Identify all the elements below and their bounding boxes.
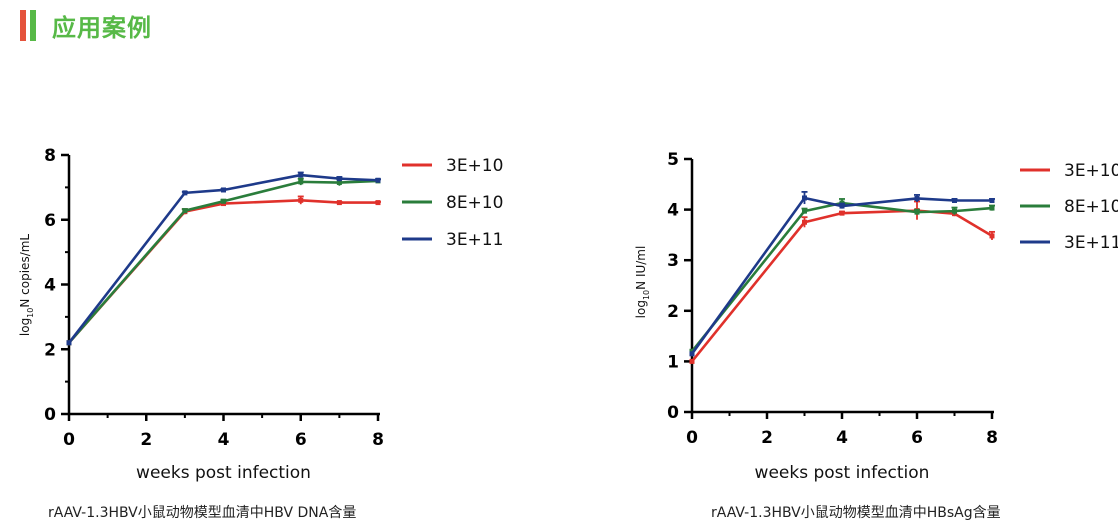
legend-label: 3E+11	[1064, 233, 1118, 253]
series-line-3E+11	[690, 196, 992, 355]
chart-0: 0 2 4 6 8 0 2 4 6 8 weeks post infection log10N cop…	[18, 146, 503, 483]
legend-label: 3E+11	[446, 230, 503, 250]
series-line-3E+10	[68, 199, 378, 344]
data-point	[989, 205, 995, 211]
y-tick-label: 4	[667, 201, 679, 221]
x-axis-label: weeks post infection	[755, 463, 930, 483]
x-tick-label: 2	[761, 428, 773, 448]
data-point	[298, 197, 304, 203]
data-point	[914, 195, 920, 201]
data-point	[689, 348, 695, 354]
data-point	[914, 209, 920, 215]
x-tick-label: 8	[372, 430, 384, 450]
x-tick-label: 4	[836, 428, 848, 448]
x-tick-label: 2	[140, 430, 152, 450]
data-point	[839, 203, 845, 209]
data-point	[989, 233, 995, 239]
legend-label: 8E+10	[446, 193, 503, 213]
legend-label: 3E+10	[1064, 161, 1118, 181]
data-point	[839, 210, 845, 216]
chart-1: 0 2 4 6 8 0 1 2 3 4 5 weeks post infection log10N IU…	[634, 150, 1118, 483]
series-line-8E+10	[68, 179, 379, 344]
y-axis-label: log10N IU/ml	[634, 246, 651, 319]
y-tick-label: 1	[667, 352, 679, 372]
data-point	[298, 172, 304, 178]
y-axis-label: log10N copies/mL	[18, 234, 35, 337]
x-axis-label: weeks post infection	[136, 463, 311, 483]
y-tick-label: 2	[44, 340, 56, 360]
y-axis-label-sub: 10	[642, 290, 651, 300]
data-point	[221, 187, 226, 193]
data-point	[336, 180, 342, 186]
y-axis-label-log: log	[634, 300, 648, 318]
x-tick-label: 8	[986, 428, 998, 448]
y-tick-label: 4	[44, 276, 56, 296]
data-point	[802, 195, 807, 201]
data-point	[375, 177, 381, 183]
data-point	[802, 208, 807, 214]
x-tick-label: 6	[911, 428, 923, 448]
y-axis-label-unit: N IU/ml	[634, 246, 648, 290]
series-line-3E+11	[67, 173, 379, 344]
y-axis-label-unit: N copies/mL	[18, 234, 32, 308]
data-point	[336, 200, 342, 206]
data-point	[182, 190, 188, 196]
section-title: 应用案例	[52, 13, 152, 42]
y-axis-label-sub: 10	[26, 308, 35, 318]
data-point	[66, 340, 72, 346]
data-point	[989, 197, 995, 203]
series-line-3E+10	[690, 209, 993, 363]
data-point	[952, 197, 957, 203]
y-tick-label: 6	[44, 211, 56, 231]
x-tick-label: 4	[218, 430, 230, 450]
y-tick-label: 3	[667, 251, 679, 271]
accent-bar-red	[20, 9, 26, 41]
data-point	[689, 351, 695, 357]
data-point	[182, 208, 188, 214]
data-point	[689, 358, 695, 364]
y-tick-label: 0	[667, 403, 679, 423]
caption-right: rAAV-1.3HBV小鼠动物模型血清中HBsAg含量	[711, 505, 1001, 521]
legend-label: 8E+10	[1064, 197, 1118, 217]
data-point	[802, 219, 807, 225]
y-tick-label: 8	[44, 146, 56, 166]
caption-left: rAAV-1.3HBV小鼠动物模型血清中HBV DNA含量	[48, 505, 357, 521]
x-tick-label: 0	[686, 428, 698, 448]
data-point	[221, 198, 226, 204]
y-tick-label: 0	[44, 405, 56, 425]
data-point	[336, 176, 342, 182]
accent-bar-green	[30, 9, 36, 41]
y-axis-label-log: log	[18, 318, 32, 336]
series-line-8E+10	[690, 201, 993, 353]
section-header: 应用案例	[20, 8, 152, 42]
legend-label: 3E+10	[446, 156, 503, 176]
y-tick-label: 2	[667, 302, 679, 322]
x-tick-label: 0	[63, 430, 75, 450]
data-point	[952, 208, 957, 214]
data-point	[375, 200, 381, 206]
data-point	[298, 179, 304, 185]
x-tick-label: 6	[295, 430, 307, 450]
y-tick-label: 5	[667, 150, 679, 170]
